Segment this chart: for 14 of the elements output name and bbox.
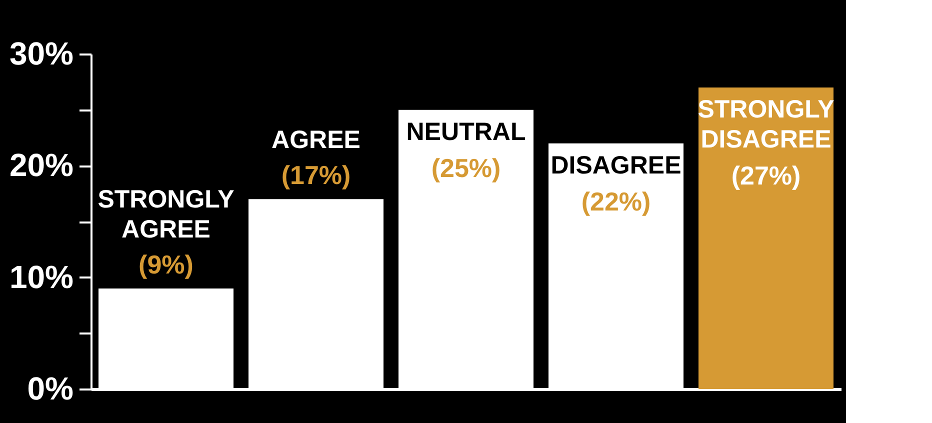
data-label: (22%) [581,186,651,216]
x-tick-label: NEUTRAL [406,118,526,146]
x-tick-label: STRONGLY AGREE [98,186,235,244]
x-tick-label: DISAGREE [550,151,682,180]
data-label: (25%) [431,152,501,183]
y-tick-label: 10% [9,258,74,295]
y-tick-label: 0% [27,370,74,406]
bar [698,88,834,389]
data-label: (27%) [731,160,801,190]
data-label: (17%) [281,160,351,190]
y-tick-label: 30% [9,36,74,72]
y-tick-label: 20% [9,147,74,184]
x-tick-label: AGREE [272,126,360,154]
data-label: (9%) [138,250,194,280]
